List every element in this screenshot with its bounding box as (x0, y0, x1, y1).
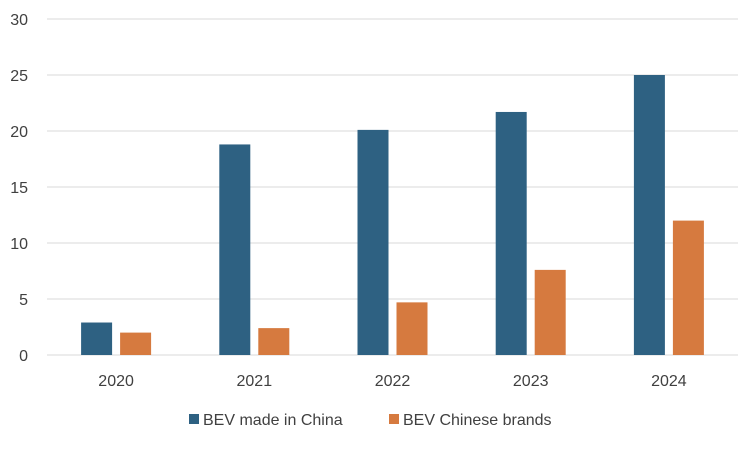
bar-bev-made-in-china-2022 (357, 129, 389, 355)
x-tick-label: 2020 (98, 373, 134, 390)
bar-bev-chinese-brands-2022 (396, 302, 428, 355)
y-tick-label: 10 (10, 236, 28, 253)
legend-label: BEV made in China (203, 412, 343, 429)
x-axis-ticks: 2020 2021 2022 2023 2024 (98, 373, 686, 390)
legend-swatch (389, 414, 399, 424)
legend: BEV made in China BEV Chinese brands (189, 412, 552, 429)
bar-bev-chinese-brands-2024 (672, 220, 704, 355)
y-tick-label: 0 (19, 348, 28, 365)
x-tick-label: 2024 (651, 373, 687, 390)
y-tick-label: 15 (10, 180, 28, 197)
x-tick-label: 2023 (513, 373, 549, 390)
x-tick-label: 2022 (375, 373, 411, 390)
bar-bev-chinese-brands-2021 (258, 328, 290, 355)
legend-label: BEV Chinese brands (403, 412, 552, 429)
x-tick-label: 2021 (237, 373, 273, 390)
y-tick-label: 25 (10, 68, 28, 85)
bar-bev-made-in-china-2021 (219, 144, 251, 355)
y-tick-label: 30 (10, 12, 28, 29)
y-tick-label: 20 (10, 124, 28, 141)
bar-bev-made-in-china-2024 (633, 75, 665, 355)
bars (81, 75, 704, 356)
bar-bev-chinese-brands-2020 (120, 332, 152, 355)
y-tick-label: 5 (19, 292, 28, 309)
y-axis-ticks: 0 5 10 15 20 25 30 (10, 12, 28, 365)
bar-bev-made-in-china-2020 (81, 322, 113, 355)
gridlines (47, 18, 738, 356)
bar-bev-chinese-brands-2023 (534, 269, 566, 355)
legend-swatch (189, 414, 199, 424)
bar-bev-made-in-china-2023 (495, 111, 527, 356)
